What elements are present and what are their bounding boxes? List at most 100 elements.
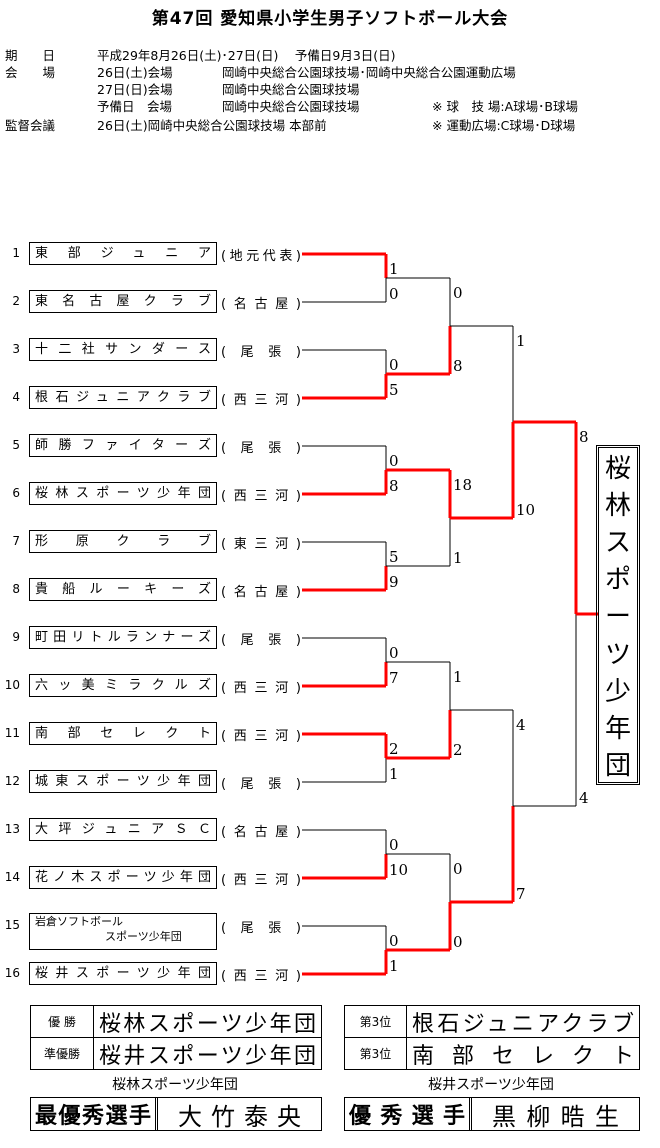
result-label: 第3位 bbox=[345, 1038, 407, 1069]
team-number: 5 bbox=[12, 438, 20, 452]
info-value: 岡崎中央総合公園球技場 bbox=[222, 99, 360, 114]
info-value: 26日(土)岡崎中央総合公園球技場 本部前 bbox=[97, 118, 327, 133]
score: 0 bbox=[453, 933, 463, 951]
team-name: スポーツ少年団 bbox=[105, 930, 182, 943]
team-region: (尾張) bbox=[221, 441, 301, 456]
team-name: 形原クラブ bbox=[29, 530, 217, 553]
mvp-award: 最優秀選手 大竹泰央 bbox=[30, 1097, 322, 1131]
score: 0 bbox=[453, 284, 463, 302]
award-team: 桜林スポーツ少年団 bbox=[112, 1077, 238, 1093]
team-number: 7 bbox=[12, 534, 20, 548]
info-label: 会 場 bbox=[5, 65, 56, 80]
info-value: 予備日 会場 bbox=[97, 99, 173, 114]
team-name: 町田リトルランナーズ bbox=[29, 626, 217, 649]
team-number: 6 bbox=[12, 486, 20, 500]
team-number: 13 bbox=[4, 822, 20, 836]
champion-char: 桜 bbox=[604, 454, 631, 485]
result-team: 桜井スポーツ少年団 bbox=[99, 1043, 316, 1069]
team-region: (地元代表) bbox=[221, 249, 301, 264]
score: 1 bbox=[389, 765, 399, 783]
result-label: 優 勝 bbox=[31, 1006, 94, 1037]
info-value: 27日(日)会場 bbox=[97, 82, 173, 97]
team-name: 南部セレクト bbox=[29, 722, 217, 745]
team-number: 15 bbox=[4, 918, 20, 932]
results-table-right: 第3位 根石ジュニアクラブ 第3位 南部セレクト bbox=[344, 1005, 640, 1070]
team-name-box: 岩倉ソフトボールスポーツ少年団 bbox=[29, 913, 217, 950]
award-player: 大竹泰央 bbox=[178, 1102, 301, 1131]
score: 1 bbox=[516, 332, 526, 350]
team-name: 十二社サンダース bbox=[29, 338, 217, 361]
score: 0 bbox=[389, 932, 399, 950]
team-region: (西三河) bbox=[221, 393, 301, 408]
score: 1 bbox=[453, 549, 463, 567]
champion-char: 団 bbox=[604, 750, 631, 781]
team-region: (東三河) bbox=[221, 537, 301, 552]
score: 1 bbox=[453, 668, 463, 686]
team-region: (尾張) bbox=[221, 777, 301, 792]
award-team: 桜井スポーツ少年団 bbox=[428, 1077, 554, 1093]
score: 8 bbox=[453, 357, 463, 375]
score: 10 bbox=[516, 501, 535, 519]
team-region: (名古屋) bbox=[221, 825, 301, 840]
team-region: (尾張) bbox=[221, 345, 301, 360]
info-value: 平成29年8月26日(土)･27日(日) 予備日9月3日(日) bbox=[97, 48, 396, 63]
page-title: 第47回 愛知県小学生男子ソフトボール大会 bbox=[151, 9, 509, 29]
score: 2 bbox=[389, 740, 399, 758]
score: 0 bbox=[389, 836, 399, 854]
results-table-left: 優 勝桜林スポーツ少年団 準優勝 桜井スポーツ少年団 bbox=[30, 1005, 322, 1070]
score: 8 bbox=[579, 428, 589, 446]
info-label: 監督会議 bbox=[5, 118, 56, 133]
info-note: ※ 運動広場:C球場･D球場 bbox=[432, 118, 576, 133]
score: 1 bbox=[389, 260, 399, 278]
score: 10 bbox=[389, 861, 408, 879]
champion-char: 年 bbox=[604, 713, 631, 744]
result-team: 南部セレクト bbox=[412, 1043, 634, 1069]
score: 5 bbox=[389, 381, 399, 399]
team-name: 桜井スポーツ少年団 bbox=[29, 962, 217, 985]
team-region: (名古屋) bbox=[221, 585, 301, 600]
score: 1 bbox=[389, 957, 399, 975]
score: 18 bbox=[453, 476, 472, 494]
team-number: 1 bbox=[12, 246, 20, 260]
score: 0 bbox=[453, 860, 463, 878]
info-value: 26日(土)会場 bbox=[97, 65, 173, 80]
score: 8 bbox=[389, 477, 399, 495]
score: 4 bbox=[516, 716, 526, 734]
team-region: (名古屋) bbox=[221, 297, 301, 312]
score: 7 bbox=[389, 669, 399, 687]
team-region: (西三河) bbox=[221, 729, 301, 744]
excellent-player-award: 優秀選手 黒柳晧生 bbox=[344, 1097, 640, 1131]
team-number: 16 bbox=[4, 966, 20, 980]
score: 2 bbox=[453, 741, 463, 759]
info-value: 岡崎中央総合公園球技場 bbox=[222, 82, 360, 97]
award-label: 最優秀選手 bbox=[35, 1104, 151, 1129]
team-region: (西三河) bbox=[221, 681, 301, 696]
champion-char: ー bbox=[604, 602, 631, 633]
champion-char: 林 bbox=[604, 491, 631, 522]
score: 5 bbox=[389, 548, 399, 566]
score: 0 bbox=[389, 356, 399, 374]
result-team: 根石ジュニアクラブ bbox=[412, 1011, 634, 1037]
champion-char: 少 bbox=[604, 676, 631, 707]
team-number: 3 bbox=[12, 342, 20, 356]
team-name: 師勝ファイターズ bbox=[29, 434, 217, 457]
score: 0 bbox=[389, 285, 399, 303]
team-region: (尾張) bbox=[221, 921, 301, 936]
team-region: (尾張) bbox=[221, 633, 301, 648]
team-name: 東部ジュニア bbox=[29, 242, 217, 265]
info-label: 期 日 bbox=[5, 48, 56, 63]
team-number: 9 bbox=[12, 630, 20, 644]
team-name: 桜林スポーツ少年団 bbox=[29, 482, 217, 505]
score: 7 bbox=[516, 885, 526, 903]
score: 0 bbox=[389, 644, 399, 662]
team-name: 岩倉ソフトボール bbox=[35, 915, 123, 928]
team-name: 城東スポーツ少年団 bbox=[29, 770, 217, 793]
score: 9 bbox=[389, 573, 399, 591]
team-number: 12 bbox=[4, 774, 20, 788]
team-number: 10 bbox=[4, 678, 20, 692]
team-name: 根石ジュニアクラブ bbox=[29, 386, 217, 409]
team-region: (西三河) bbox=[221, 969, 301, 984]
team-name: 東名古屋クラブ bbox=[29, 290, 217, 313]
team-name: 花ノ木スポーツ少年団 bbox=[29, 866, 217, 889]
